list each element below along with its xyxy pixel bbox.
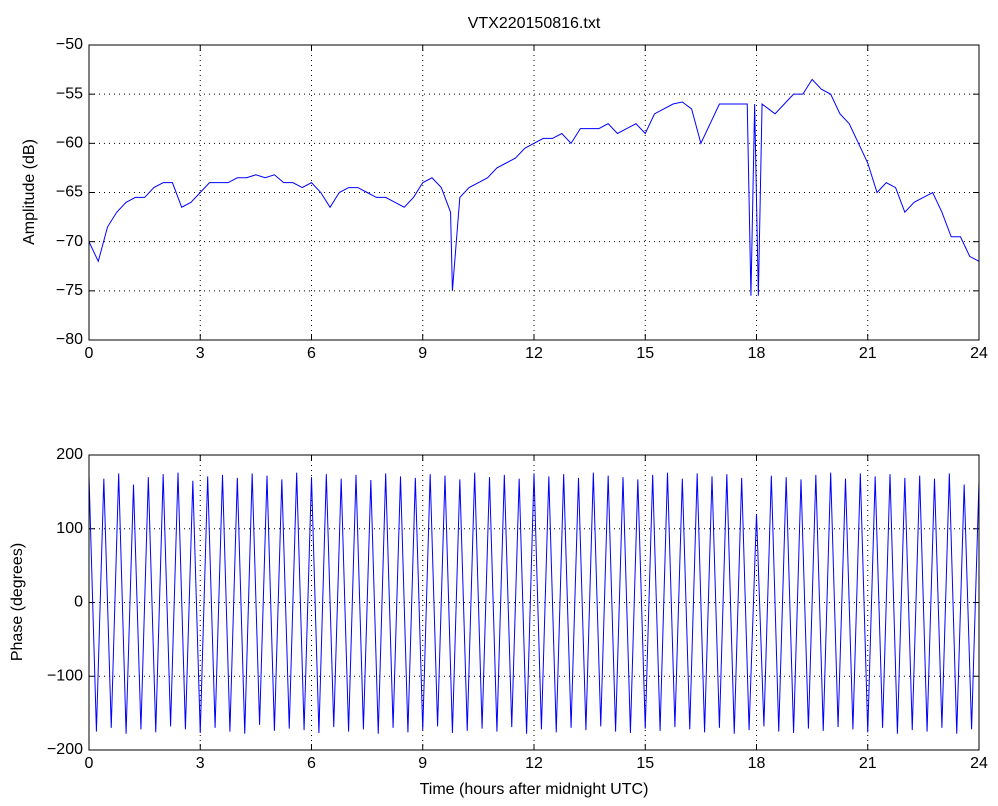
y-axis-label: Amplitude (dB): [21, 139, 38, 245]
x-tick-label: 9: [418, 345, 427, 362]
y-tick-label: −70: [56, 233, 83, 250]
x-tick-label: 3: [196, 755, 205, 772]
x-axis-label: Time (hours after midnight UTC): [420, 781, 649, 798]
x-tick-label: 12: [525, 345, 543, 362]
x-tick-label: 24: [970, 345, 988, 362]
y-tick-label: 100: [56, 520, 83, 537]
y-tick-label: 200: [56, 446, 83, 463]
y-tick-label: −55: [56, 85, 83, 102]
x-tick-label: 15: [636, 755, 654, 772]
y-tick-label: −75: [56, 282, 83, 299]
plot-frame: [88, 44, 980, 341]
y-axis-label: Phase (degrees): [9, 543, 26, 661]
x-tick-label: 21: [859, 345, 877, 362]
x-tick-label: 15: [636, 345, 654, 362]
y-tick-label: −60: [56, 135, 83, 152]
x-tick-label: 21: [859, 755, 877, 772]
data-line: [88, 78, 980, 296]
x-tick-label: 12: [525, 755, 543, 772]
x-tick-label: 0: [85, 345, 94, 362]
y-tick-label: −200: [47, 741, 83, 758]
x-tick-label: 18: [748, 755, 766, 772]
x-tick-label: 18: [748, 345, 766, 362]
data-line: [88, 472, 980, 734]
x-tick-label: 6: [307, 755, 316, 772]
plot-frame: [88, 454, 980, 751]
y-tick-label: −65: [56, 184, 83, 201]
y-tick-label: −80: [56, 331, 83, 348]
x-tick-label: 9: [418, 755, 427, 772]
x-tick-label: 3: [196, 345, 205, 362]
chart-title: VTX220150816.txt: [468, 15, 601, 32]
x-tick-label: 24: [970, 755, 988, 772]
x-tick-label: 6: [307, 345, 316, 362]
y-tick-label: −50: [56, 36, 83, 53]
y-tick-label: −100: [47, 667, 83, 684]
x-tick-label: 0: [85, 755, 94, 772]
y-tick-label: 0: [74, 594, 83, 611]
